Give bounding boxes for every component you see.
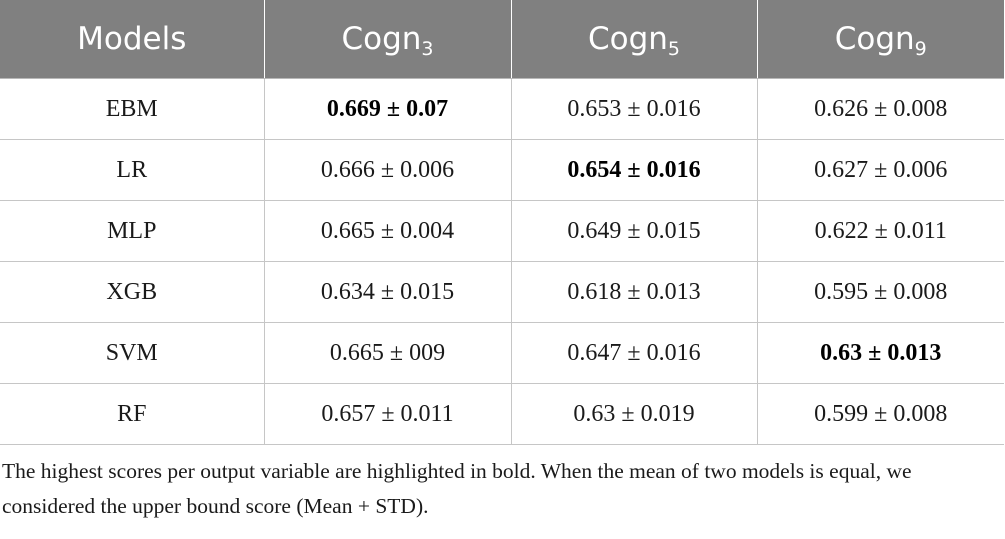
table-row: EBM 0.669 ± 0.07 0.653 ± 0.016 0.626 ± 0… [0,78,1004,140]
table-row: XGB 0.634 ± 0.015 0.618 ± 0.013 0.595 ± … [0,261,1004,323]
table-row: RF 0.657 ± 0.011 0.63 ± 0.019 0.599 ± 0.… [0,383,1004,445]
score-cell: 0.654 ± 0.016 [510,139,758,201]
header-cogn3: Cogn3 [263,0,511,79]
header-models: Models [0,0,264,79]
header-cogn3-base: Cogn [341,21,422,57]
model-name: MLP [0,200,265,262]
table-row: SVM 0.665 ± 009 0.647 ± 0.016 0.63 ± 0.0… [0,322,1004,384]
score-cell: 0.665 ± 009 [263,322,512,384]
header-row: Models Cogn3 Cogn5 Cogn9 [0,0,1004,79]
model-name: SVM [0,322,265,384]
score-cell: 0.634 ± 0.015 [263,261,512,323]
score-cell: 0.599 ± 0.008 [756,383,1004,445]
score-cell: 0.618 ± 0.013 [510,261,758,323]
score-cell: 0.595 ± 0.008 [756,261,1004,323]
header-cogn3-sub: 3 [421,38,434,60]
score-cell: 0.653 ± 0.016 [510,78,758,140]
model-name: RF [0,383,265,445]
table-row: LR 0.666 ± 0.006 0.654 ± 0.016 0.627 ± 0… [0,139,1004,201]
model-name: XGB [0,261,265,323]
table-row: MLP 0.665 ± 0.004 0.649 ± 0.015 0.622 ± … [0,200,1004,262]
model-name: EBM [0,78,265,140]
score-cell: 0.647 ± 0.016 [510,322,758,384]
score-cell: 0.657 ± 0.011 [263,383,512,445]
score-cell: 0.665 ± 0.004 [263,200,512,262]
score-cell: 0.666 ± 0.006 [263,139,512,201]
header-cogn9-base: Cogn [834,21,915,57]
header-cogn9: Cogn9 [756,0,1004,79]
header-cogn5-sub: 5 [667,38,681,60]
header-cogn5: Cogn5 [510,0,757,79]
score-cell: 0.63 ± 0.013 [756,322,1004,384]
score-cell: 0.669 ± 0.07 [263,78,512,140]
table-footnote: The highest scores per output variable a… [2,459,912,518]
score-cell: 0.622 ± 0.011 [756,200,1004,262]
header-cogn9-sub: 9 [914,38,927,60]
score-cell: 0.649 ± 0.015 [510,200,758,262]
header-cogn5-base: Cogn [587,21,668,57]
results-table: Models Cogn3 Cogn5 Cogn9 EBM 0.669 ± 0.0… [0,0,1004,445]
model-name: LR [0,139,265,201]
score-cell: 0.63 ± 0.019 [510,383,758,445]
score-cell: 0.627 ± 0.006 [756,139,1004,201]
score-cell: 0.626 ± 0.008 [756,78,1004,140]
